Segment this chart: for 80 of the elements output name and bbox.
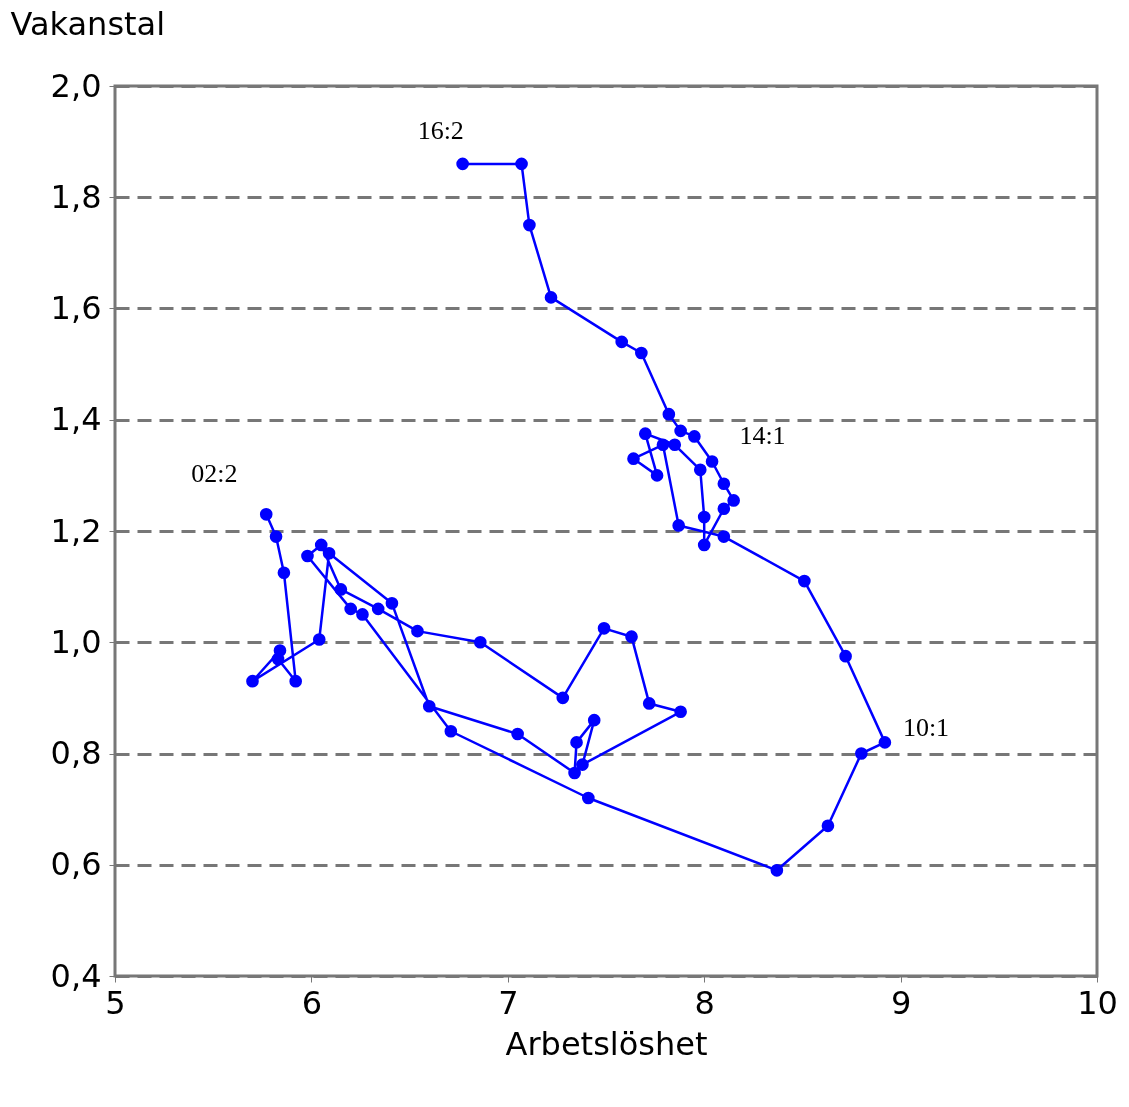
point [638, 427, 652, 440]
point [312, 633, 326, 646]
y-tick-label: 0,6 [50, 845, 102, 884]
point [642, 697, 656, 710]
point [770, 864, 784, 877]
point [523, 218, 536, 232]
point [587, 713, 601, 727]
point [411, 624, 424, 638]
point [556, 691, 570, 705]
point [697, 510, 711, 524]
point [672, 519, 685, 532]
point [705, 455, 719, 468]
y-tick-label: 1,0 [50, 622, 102, 661]
y-tick-label: 1,8 [50, 177, 102, 216]
x-tick-label: 8 [694, 983, 715, 1022]
x-tick-label: 7 [498, 983, 519, 1022]
point [289, 674, 303, 688]
point [269, 530, 283, 543]
y-tick-label: 0,8 [50, 734, 102, 772]
x-tick-label: 9 [890, 983, 912, 1022]
y-tick-label: 1,4 [50, 400, 102, 439]
point [821, 819, 835, 833]
point [615, 335, 629, 349]
point [576, 758, 589, 771]
point [371, 602, 385, 616]
y-tick-label: 0,4 [50, 956, 102, 995]
point [322, 546, 336, 560]
point [674, 705, 687, 719]
x-axis-title: Arbetslöshet [505, 1024, 708, 1063]
point [422, 699, 436, 713]
y-axis-title: Vakanstal [10, 4, 166, 43]
annotation: 10:1 [902, 713, 950, 743]
point [839, 649, 852, 663]
point [635, 346, 648, 360]
point [277, 566, 291, 580]
point [515, 157, 528, 171]
point [456, 157, 469, 171]
point [662, 407, 676, 421]
point [444, 724, 458, 738]
point [855, 747, 868, 760]
point [385, 597, 399, 610]
point [727, 494, 740, 507]
point [356, 608, 369, 621]
y-tick-label: 2,0 [50, 66, 102, 105]
point [568, 766, 581, 780]
point [668, 438, 682, 452]
point [717, 530, 731, 543]
point [717, 477, 731, 491]
point [717, 502, 731, 516]
point [544, 291, 558, 304]
point [625, 630, 638, 643]
point [301, 549, 314, 563]
point [570, 736, 583, 749]
point [511, 727, 524, 741]
annotation: 02:2 [191, 459, 238, 489]
point [798, 574, 811, 588]
y-tick-label: 1,2 [50, 511, 102, 550]
point [473, 635, 487, 649]
point [878, 736, 892, 749]
annotation: 16:2 [417, 115, 464, 145]
point [674, 424, 687, 438]
point [259, 508, 273, 521]
point [273, 644, 287, 657]
point [597, 622, 611, 635]
point [246, 674, 259, 688]
point [344, 602, 357, 616]
y-tick-label: 1,6 [50, 289, 102, 327]
x-tick-label: 6 [301, 983, 323, 1022]
point [334, 583, 348, 596]
point [314, 538, 328, 552]
point [697, 538, 711, 552]
point [582, 791, 595, 805]
point [693, 463, 707, 477]
annotation: 14:1 [739, 421, 786, 451]
point [656, 438, 670, 452]
point [650, 469, 664, 482]
point [627, 452, 640, 465]
x-tick-label: 5 [105, 983, 126, 1022]
x-tick-label: 10 [1077, 983, 1118, 1022]
point [688, 430, 701, 443]
